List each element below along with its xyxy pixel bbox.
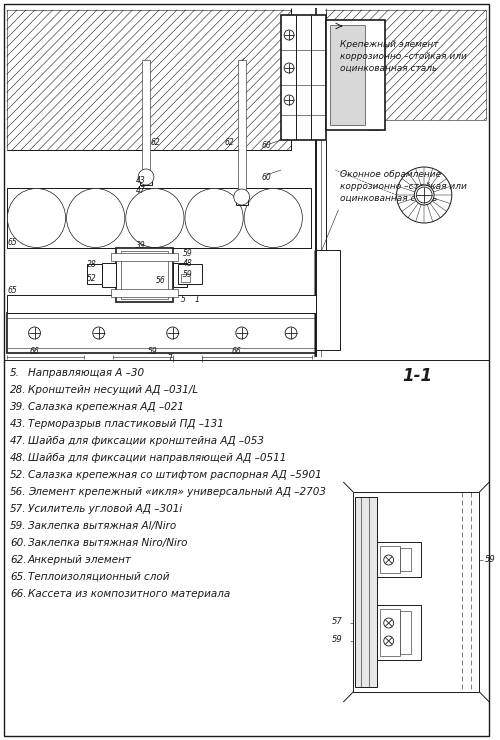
Text: 56: 56: [156, 276, 166, 285]
Text: 59: 59: [182, 249, 192, 258]
Text: Крепежный элемент
коррозионно –стойкая или
оцинкованная сталь: Крепежный элемент коррозионно –стойкая и…: [340, 40, 467, 73]
Bar: [400, 548, 411, 571]
Bar: [102, 263, 116, 287]
Bar: [112, 253, 178, 261]
Circle shape: [138, 169, 154, 185]
Text: 56.: 56.: [10, 487, 26, 497]
Bar: [286, 20, 296, 32]
Bar: [172, 263, 188, 287]
Text: 47: 47: [136, 186, 146, 195]
Text: Заклепка вытяжная Niro/Niro: Заклепка вытяжная Niro/Niro: [28, 538, 187, 548]
Bar: [142, 60, 150, 180]
Text: 5.: 5.: [10, 368, 20, 378]
Circle shape: [414, 185, 434, 205]
Text: Заклепка вытяжная Al/Niro: Заклепка вытяжная Al/Niro: [28, 521, 176, 531]
Bar: [7, 295, 316, 313]
Text: 62: 62: [151, 138, 160, 147]
Text: 60: 60: [262, 173, 271, 182]
Bar: [286, 22, 336, 30]
Text: Кронштейн несущий АД –031/L: Кронштейн несущий АД –031/L: [28, 385, 198, 395]
Text: Элемент крепежный «икля» универсальный АД –2703: Элемент крепежный «икля» универсальный А…: [28, 487, 326, 497]
Bar: [7, 10, 291, 150]
Text: Шайба для фиксации кронштейна АД –053: Шайба для фиксации кронштейна АД –053: [28, 436, 264, 446]
Text: 60.: 60.: [10, 538, 26, 548]
Text: 39.: 39.: [10, 402, 26, 412]
Text: 7: 7: [168, 354, 172, 363]
Text: Терморазрыв пластиковый ПД –131: Терморазрыв пластиковый ПД –131: [28, 419, 224, 429]
Text: Салазка крепежная со штифтом распорная АД –5901: Салазка крепежная со штифтом распорная А…: [28, 470, 322, 480]
Bar: [326, 10, 486, 120]
Circle shape: [185, 189, 243, 247]
Text: Кассета из композитного материала: Кассета из композитного материала: [28, 589, 230, 599]
Bar: [326, 20, 384, 130]
Circle shape: [244, 189, 302, 247]
Bar: [380, 546, 400, 573]
Text: 66: 66: [30, 347, 40, 356]
Bar: [116, 248, 172, 302]
Bar: [178, 264, 202, 284]
Text: 59: 59: [332, 636, 342, 645]
Text: 52: 52: [87, 274, 97, 283]
Text: Шайба для фиксации направляющей АД –0511: Шайба для фиксации направляющей АД –0511: [28, 453, 286, 463]
Text: 65: 65: [8, 286, 18, 295]
Bar: [316, 250, 340, 350]
Circle shape: [66, 189, 125, 247]
Text: 65.: 65.: [10, 572, 26, 582]
Text: 39: 39: [136, 241, 146, 250]
Text: 5: 5: [180, 295, 186, 304]
Text: 48: 48: [182, 259, 192, 268]
Bar: [353, 492, 480, 692]
Text: 62: 62: [225, 138, 234, 147]
Text: 28.: 28.: [10, 385, 26, 395]
Bar: [281, 15, 326, 140]
Circle shape: [126, 189, 184, 247]
Text: Усилитель угловой АД –301i: Усилитель угловой АД –301i: [28, 504, 182, 514]
Bar: [87, 264, 102, 284]
Text: Анкерный элемент: Анкерный элемент: [28, 555, 132, 565]
Bar: [236, 195, 248, 205]
Text: 57.: 57.: [10, 504, 26, 514]
Text: 43.: 43.: [10, 419, 26, 429]
Circle shape: [8, 189, 66, 247]
Text: 57: 57: [332, 616, 342, 625]
Text: 66.: 66.: [10, 589, 26, 599]
Bar: [377, 542, 421, 577]
Bar: [400, 611, 411, 654]
Circle shape: [384, 636, 394, 646]
Text: Салазка крепежная АД –021: Салазка крепежная АД –021: [28, 402, 184, 412]
Bar: [238, 60, 246, 200]
Text: 59: 59: [148, 347, 158, 356]
Bar: [355, 497, 377, 687]
Text: 1-1: 1-1: [402, 367, 432, 385]
Text: 28: 28: [87, 260, 97, 269]
Text: 43: 43: [136, 176, 146, 185]
Bar: [377, 605, 421, 660]
Text: 48.: 48.: [10, 453, 26, 463]
Text: 47.: 47.: [10, 436, 26, 446]
Circle shape: [396, 167, 452, 223]
Text: 62.: 62.: [10, 555, 26, 565]
Text: 52.: 52.: [10, 470, 26, 480]
Text: 60: 60: [262, 141, 271, 150]
Bar: [330, 25, 365, 125]
Text: 59: 59: [182, 270, 192, 279]
Text: Теплоизоляционный слой: Теплоизоляционный слой: [28, 572, 169, 582]
Text: Оконное обрамление
коррозионно –стойкая или
оцинкованная сталь: Оконное обрамление коррозионно –стойкая …: [340, 170, 467, 203]
Circle shape: [384, 555, 394, 565]
Bar: [7, 313, 316, 353]
Text: Направляющая А –30: Направляющая А –30: [28, 368, 144, 378]
Bar: [112, 289, 178, 297]
Circle shape: [234, 189, 250, 205]
Bar: [140, 175, 152, 185]
Bar: [7, 188, 310, 248]
Bar: [380, 609, 400, 656]
Bar: [180, 274, 190, 282]
Circle shape: [384, 618, 394, 628]
Text: 1: 1: [194, 295, 199, 304]
Text: 59.: 59.: [10, 521, 26, 531]
Text: 65: 65: [8, 238, 18, 247]
Bar: [122, 251, 168, 299]
Text: 59: 59: [484, 556, 495, 565]
Text: 66: 66: [232, 347, 241, 356]
